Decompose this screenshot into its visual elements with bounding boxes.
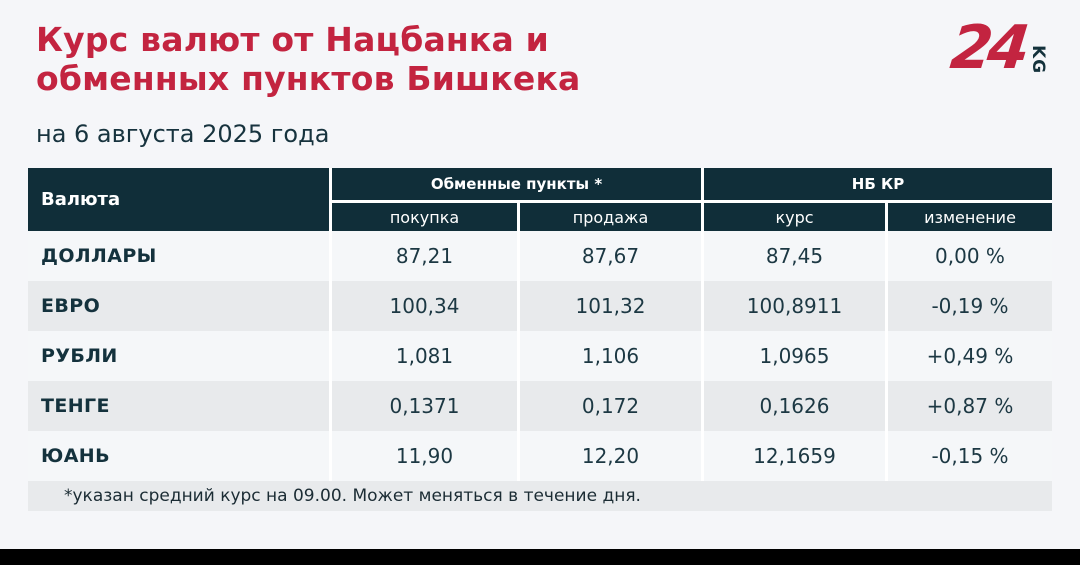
page-title-line1: Курс валют от Нацбанка и xyxy=(36,20,549,59)
currency-cell: ТЕНГЕ xyxy=(28,381,332,431)
logo-24-icon: 24 xyxy=(946,13,1028,83)
rate-cell: 0,1626 xyxy=(704,381,888,431)
buy-cell: 11,90 xyxy=(332,431,520,481)
rates-table: Валюта Обменные пункты * НБ КР покупка п… xyxy=(28,168,1052,481)
change-cell: +0,87 % xyxy=(888,381,1052,431)
subheader-change: изменение xyxy=(888,203,1052,231)
page-title-line2: обменных пунктов Бишкека xyxy=(36,59,581,98)
currency-cell: ЮАНЬ xyxy=(28,431,332,481)
subheader-buy: покупка xyxy=(332,203,520,231)
change-cell: -0,19 % xyxy=(888,281,1052,331)
buy-cell: 87,21 xyxy=(332,231,520,281)
page-header: Курс валют от Нацбанка и обменных пункто… xyxy=(0,0,1080,148)
buy-cell: 0,1371 xyxy=(332,381,520,431)
header-group-nbkr: НБ КР xyxy=(704,168,1052,203)
header-group-exchange-offices: Обменные пункты * xyxy=(332,168,704,203)
currency-cell: ЕВРО xyxy=(28,281,332,331)
change-cell: +0,49 % xyxy=(888,331,1052,381)
buy-cell: 1,081 xyxy=(332,331,520,381)
logo-kg-label: KG xyxy=(1028,44,1048,74)
page-date: на 6 августа 2025 года xyxy=(36,120,330,148)
subheader-sell: продажа xyxy=(520,203,704,231)
page-title: Курс валют от Нацбанка и обменных пункто… xyxy=(36,20,1052,98)
change-cell: 0,00 % xyxy=(888,231,1052,281)
sell-cell: 12,20 xyxy=(520,431,704,481)
bottom-bar xyxy=(0,549,1080,565)
header-cell-currency: Валюта xyxy=(28,168,332,231)
buy-cell: 100,34 xyxy=(332,281,520,331)
change-cell: -0,15 % xyxy=(888,431,1052,481)
currency-cell: ДОЛЛАРЫ xyxy=(28,231,332,281)
footnote: *указан средний курс на 09.00. Может мен… xyxy=(28,481,1052,511)
rate-cell: 1,0965 xyxy=(704,331,888,381)
rate-cell: 100,8911 xyxy=(704,281,888,331)
rate-cell: 87,45 xyxy=(704,231,888,281)
currency-cell: РУБЛИ xyxy=(28,331,332,381)
brand-logo: 24 KG xyxy=(947,13,1048,83)
sell-cell: 0,172 xyxy=(520,381,704,431)
sell-cell: 1,106 xyxy=(520,331,704,381)
sell-cell: 87,67 xyxy=(520,231,704,281)
subheader-rate: курс xyxy=(704,203,888,231)
rate-cell: 12,1659 xyxy=(704,431,888,481)
sell-cell: 101,32 xyxy=(520,281,704,331)
